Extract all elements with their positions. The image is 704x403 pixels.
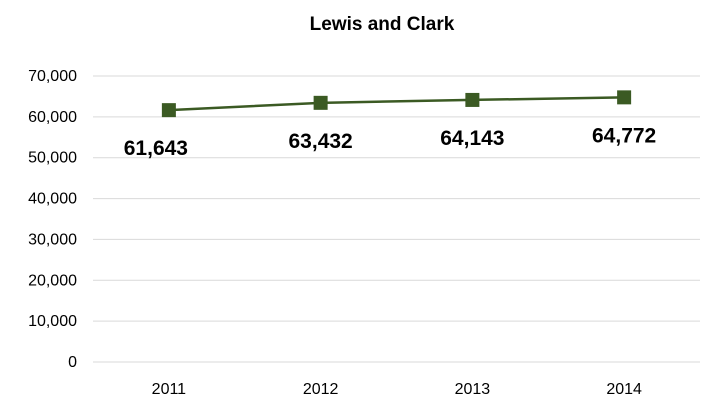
chart-title: Lewis and Clark: [310, 14, 455, 35]
data-point-marker: [313, 95, 328, 110]
data-point-marker: [161, 103, 176, 118]
series-line: [168, 96, 625, 112]
y-axis-tick-labels: 0 10,000 20,000 30,000 40,000 50,000 60,000 70,…: [28, 68, 77, 371]
y-tick-label: 50,000: [28, 150, 77, 167]
gridlines: [93, 75, 700, 363]
data-label: 64,143: [440, 127, 504, 150]
data-label: 61,643: [124, 137, 188, 160]
x-axis-tick-labels: 2011 2012 2013 2014: [152, 381, 642, 398]
series: [161, 90, 632, 118]
y-tick-label: 10,000: [28, 313, 77, 330]
y-tick-label: 30,000: [28, 231, 77, 248]
x-tick-label: 2014: [606, 381, 642, 398]
x-tick-label: 2012: [303, 381, 339, 398]
data-label: 64,772: [592, 124, 656, 147]
y-tick-label: 40,000: [28, 191, 77, 208]
data-point-marker: [617, 90, 632, 105]
data-point-marker: [465, 92, 480, 107]
data-labels: 61,643 63,432 64,143 64,772: [124, 124, 656, 160]
y-tick-label: 20,000: [28, 272, 77, 289]
y-tick-label: 70,000: [28, 68, 77, 85]
y-tick-label: 60,000: [28, 109, 77, 126]
data-label: 63,432: [289, 130, 353, 153]
y-tick-label: 0: [68, 354, 77, 371]
x-tick-label: 2013: [455, 381, 491, 398]
x-tick-label: 2011: [152, 381, 187, 398]
